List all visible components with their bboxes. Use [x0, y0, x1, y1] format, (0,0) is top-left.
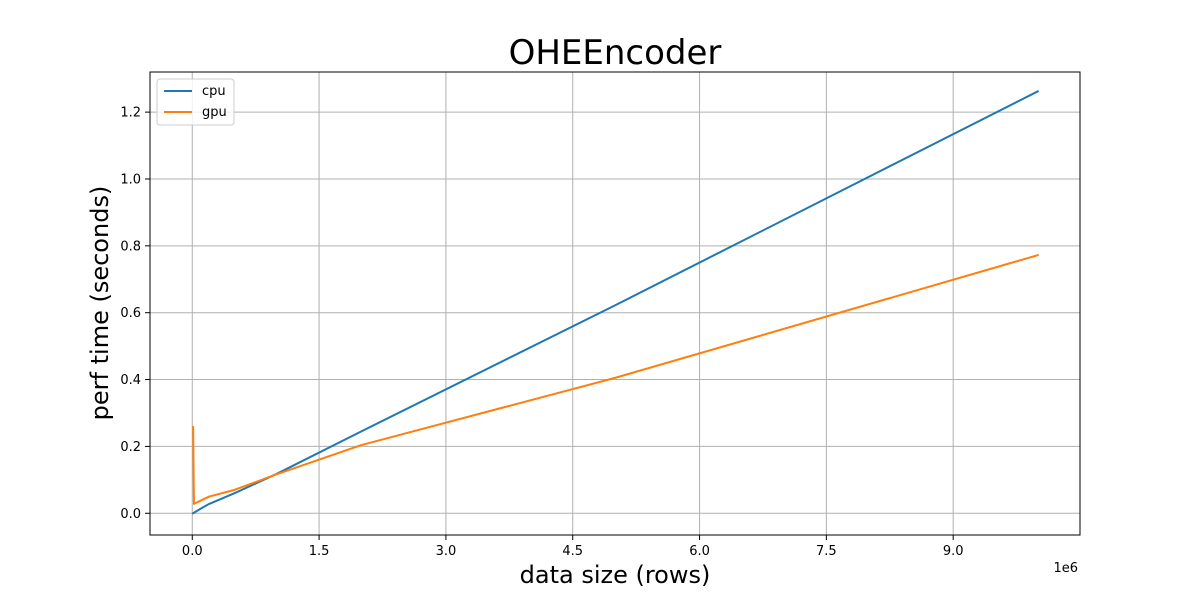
y-tick-label: 0.8 [120, 239, 141, 254]
x-tick-label: 0.0 [182, 544, 203, 559]
series-line-cpu [191, 90, 1040, 515]
x-axis-ticks: 0.0 1.5 3.0 4.5 6.0 7.5 9.0 [182, 535, 964, 559]
x-tick-label: 9.0 [943, 544, 964, 559]
chart-title: OHEEncoder [509, 33, 722, 73]
grid-lines [150, 72, 1080, 535]
x-tick-label: 3.0 [436, 544, 457, 559]
x-axis-offset-label: 1e6 [1053, 561, 1078, 576]
x-axis-label: data size (rows) [520, 561, 711, 589]
x-tick-label: 4.5 [562, 544, 583, 559]
legend-label-cpu: cpu [202, 84, 226, 99]
x-tick-label: 1.5 [309, 544, 330, 559]
y-axis-label: perf time (seconds) [86, 186, 114, 421]
x-tick-label: 7.5 [816, 544, 837, 559]
plot-area-frame [149, 71, 1081, 536]
y-tick-label: 1.2 [120, 106, 141, 121]
x-tick-label: 6.0 [689, 544, 710, 559]
y-tick-label: 0.0 [120, 507, 141, 522]
series-line-gpu [192, 253, 1039, 505]
y-tick-label: 0.4 [120, 373, 141, 388]
legend: cpu gpu [156, 78, 235, 126]
y-tick-label: 0.2 [120, 440, 141, 455]
series-lines [191, 90, 1040, 515]
legend-label-gpu: gpu [202, 105, 227, 120]
y-tick-label: 0.6 [120, 306, 141, 321]
y-tick-label: 1.0 [120, 172, 141, 187]
y-axis-ticks: 0.0 0.2 0.4 0.6 0.8 1.0 1.2 [120, 106, 150, 522]
